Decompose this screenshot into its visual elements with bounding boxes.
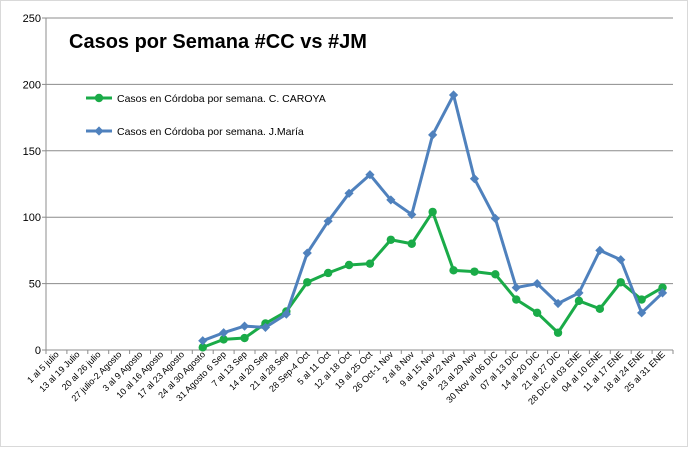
data-point bbox=[470, 267, 479, 276]
data-point bbox=[365, 259, 375, 268]
data-point bbox=[658, 283, 667, 292]
data-point bbox=[323, 216, 333, 226]
data-point bbox=[574, 296, 584, 306]
data-point bbox=[428, 207, 437, 217]
series-line-0 bbox=[202, 210, 664, 349]
data-point bbox=[260, 322, 271, 333]
y-tick-label: 100 bbox=[23, 212, 41, 224]
y-tick-label: 250 bbox=[23, 13, 41, 25]
y-tick-label: 200 bbox=[23, 79, 41, 91]
data-point bbox=[657, 288, 668, 298]
legend: Casos en Córdoba por semana. C. CAROYA Ca… bbox=[86, 93, 326, 138]
data-point bbox=[281, 309, 291, 319]
data-point bbox=[302, 248, 312, 258]
data-point bbox=[323, 268, 333, 278]
data-point bbox=[219, 328, 229, 338]
y-axis-ticks: 0 50 100 150 200 250 bbox=[23, 13, 41, 357]
data-point bbox=[386, 195, 396, 205]
data-point bbox=[448, 90, 459, 100]
data-point bbox=[512, 295, 521, 304]
data-point bbox=[239, 321, 250, 331]
series bbox=[198, 90, 668, 352]
data-point bbox=[198, 343, 207, 352]
data-point bbox=[637, 295, 646, 304]
legend-label: Casos en Córdoba por semana. C. CAROYA bbox=[117, 93, 326, 105]
data-point bbox=[469, 174, 480, 184]
data-point bbox=[344, 188, 354, 198]
data-point bbox=[553, 298, 563, 309]
axes bbox=[42, 17, 674, 354]
data-point bbox=[616, 278, 625, 287]
data-point bbox=[595, 304, 605, 314]
data-point bbox=[219, 335, 228, 344]
data-point bbox=[407, 209, 417, 220]
data-point bbox=[198, 336, 208, 346]
data-point bbox=[511, 282, 521, 293]
chart-title: Casos por Semana #CC vs #JM bbox=[69, 31, 367, 53]
legend-marker bbox=[94, 126, 104, 136]
y-tick-label: 50 bbox=[29, 279, 41, 291]
data-point bbox=[303, 278, 312, 287]
data-point bbox=[365, 170, 375, 180]
legend-label: Casos en Córdoba por semana. J.María bbox=[117, 126, 304, 138]
data-point bbox=[616, 255, 626, 265]
data-point bbox=[344, 260, 354, 270]
data-point bbox=[240, 333, 249, 343]
data-point bbox=[553, 328, 563, 337]
data-point bbox=[491, 270, 500, 279]
data-point bbox=[490, 213, 500, 224]
data-point bbox=[532, 308, 542, 318]
legend-marker bbox=[94, 93, 104, 103]
data-point bbox=[428, 130, 438, 140]
data-point bbox=[386, 235, 396, 244]
data-point bbox=[574, 288, 584, 298]
y-tick-label: 0 bbox=[35, 345, 41, 357]
data-point bbox=[407, 239, 416, 248]
data-point bbox=[595, 245, 605, 255]
y-tick-label: 150 bbox=[23, 146, 41, 158]
data-point bbox=[637, 308, 647, 318]
data-point bbox=[449, 266, 458, 275]
data-point bbox=[532, 279, 542, 289]
